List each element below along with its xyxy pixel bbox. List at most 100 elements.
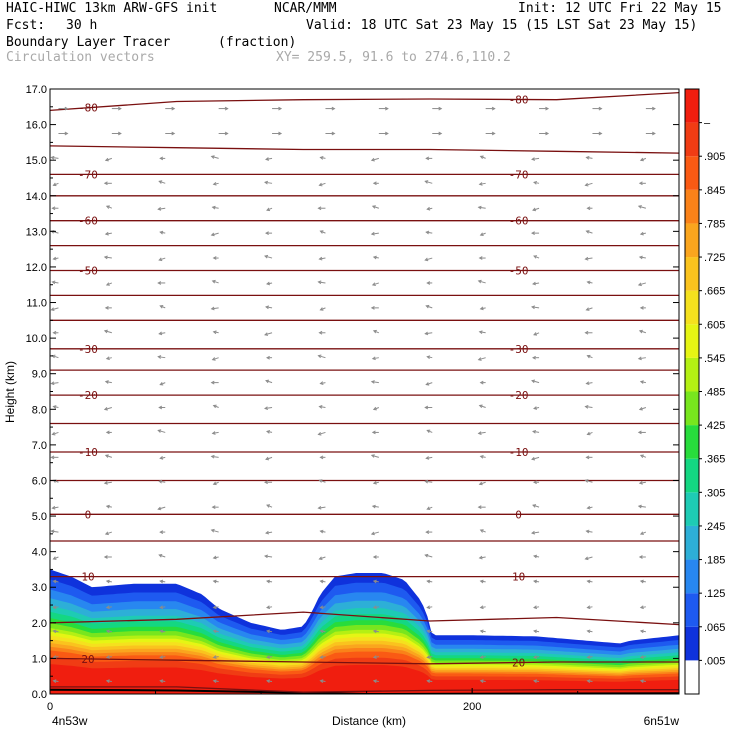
wind-vector [372,282,380,286]
wind-vector-head [637,356,642,361]
y-axis-title: Height (km) [3,361,17,423]
wind-vector [531,380,540,384]
x-axis-title: Distance (km) [332,714,406,728]
wind-vector-head [319,307,324,311]
wind-vector-head [105,356,110,361]
wind-vector-head [210,380,215,385]
colorbar-swatch [685,89,699,123]
wind-vector-head [319,455,324,460]
wind-vector-head [318,405,323,409]
wind-vector [531,306,540,309]
wind-vector-head [372,181,377,186]
forecast-hours: 30 h [66,18,98,33]
wind-vector [211,155,219,159]
wind-vector-head [598,106,603,111]
wind-vector-head [158,479,163,484]
colorbar-label: .545 [704,353,725,365]
wind-vector-head [266,504,271,508]
wind-vector-head [211,431,216,435]
wind-vector-head [266,430,271,434]
colorbar-swatch [685,257,699,291]
wind-vector-head [266,629,271,634]
wind-vector-head [638,255,643,260]
colorbar: .005 .065 .125 .185 .245 .305 .365 .425 .485 .545… [684,88,725,695]
wind-vector-head [52,405,57,409]
wind-vector-head [319,605,324,610]
wind-vector-head [639,231,644,236]
wind-vector-head [478,481,483,486]
wind-vector-head [426,605,431,610]
wind-vector-head [51,280,56,285]
wind-vector-head [50,455,55,460]
wind-vector-head [278,106,283,111]
wind-vector-head [426,429,431,434]
wind-vector [51,530,59,533]
wind-vector [371,157,379,161]
wind-vector [425,480,433,483]
wind-vector-head [637,504,642,509]
colorbar-label: .245 [704,521,725,533]
wind-vector [425,554,433,558]
x-axis: 0 200 [47,688,579,713]
wind-vector [51,156,59,159]
wind-vector-head [103,481,108,485]
wind-vector [479,481,486,485]
wind-vector-head [319,230,324,234]
wind-vector-head [157,506,162,511]
wind-vector-head [171,131,176,136]
tracer-field [50,569,679,694]
wind-vector-head [210,528,215,533]
temperature-contours [50,91,679,693]
contour-label: -10 [78,446,98,459]
wind-vector-head [438,131,443,136]
wind-vector [531,531,540,534]
wind-vector-head [318,330,323,335]
wind-vector [585,182,593,186]
wind-vector-head [371,356,376,361]
wind-vector [532,207,540,211]
wind-vector-head [64,106,69,111]
wind-vector-head [586,280,591,285]
y-tick-label: 15.0 [26,155,47,167]
wind-vector-head [586,679,591,683]
wind-vector [478,280,486,284]
wind-vector-head [639,655,644,659]
wind-vector [265,380,273,384]
wind-vector-head [264,180,269,185]
temperature-contour-19 [50,657,679,665]
wind-vector [425,332,433,335]
wind-vector [51,307,59,311]
wind-vector-head [477,205,482,210]
wind-vector-head [372,579,377,584]
wind-vector [264,255,273,259]
wind-vector-head [265,530,270,535]
wind-vector-head [639,531,644,535]
wind-vector-head [638,555,643,559]
wind-vector-head [425,156,430,161]
wind-vector [585,479,593,483]
wind-vector-head [212,629,217,634]
wind-vector [159,257,166,261]
init-time: Init: 12 UTC Fri 22 May 15 [518,1,722,16]
wind-vector-head [426,579,431,584]
wind-vector-head [318,182,323,187]
wind-vector-head [105,579,110,584]
wind-vector-head [531,231,535,236]
wind-vector-head [426,655,431,659]
wind-vector-head [331,106,336,111]
wind-vector-head [478,330,483,335]
wind-vector-head [479,232,484,236]
wind-vector-head [585,155,590,160]
wind-vector-head [478,404,483,409]
colorbar-label: .665 [704,286,725,298]
wind-vector-head [50,529,55,534]
wind-vector-head [265,456,270,461]
colorbar-label: .485 [704,387,725,399]
wind-vector-head [265,305,270,310]
wind-vector [264,407,273,410]
wind-vector-head [533,629,538,634]
wind-vector-head [103,329,108,334]
y-tick-label: 13.0 [26,226,47,238]
wind-vector-head [586,629,591,634]
wind-vector-head [211,205,216,210]
